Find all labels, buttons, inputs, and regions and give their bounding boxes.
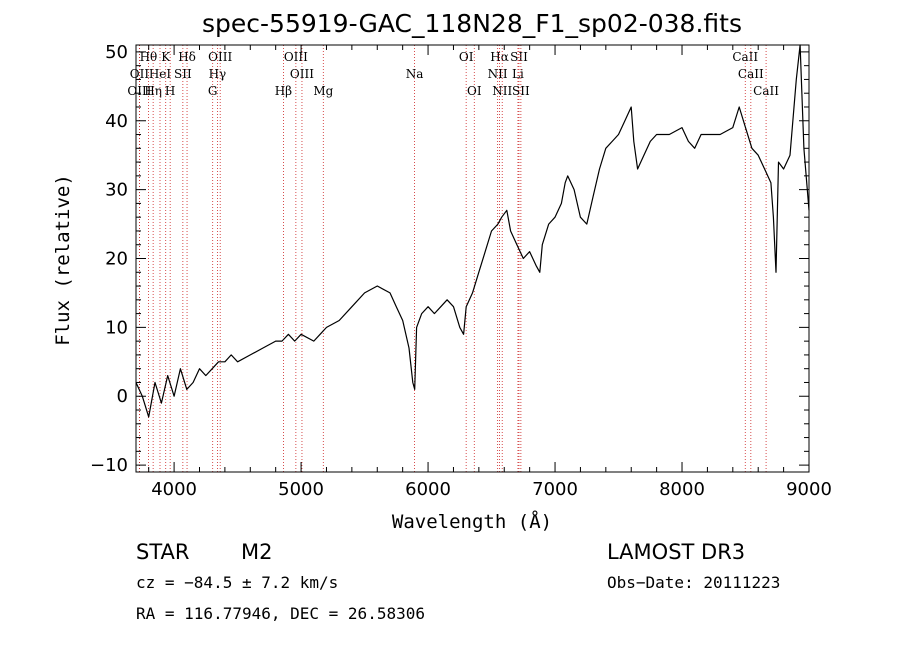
spectral-line-label: Hα [490,50,509,64]
spectral-line-label: OI [467,84,482,98]
spectral-line-label: OIII [284,50,308,64]
spectral-line-label: CaII [732,50,758,64]
spectral-line-label: CaII [753,84,779,98]
spectral-line-label: OIII [208,50,232,64]
spectral-line-label: K [161,50,171,64]
spectral-line-label: Mg [313,84,333,98]
coordinates: RA = 116.77946, DEC = 26.58306 [136,604,425,623]
spectral-line-label: CaII [738,67,764,81]
flux-line [135,44,810,418]
y-tick-label: 50 [105,42,128,63]
axis-ticks: 4000 5000 6000 7000 8000 9000 −10 0 10 20 30 40 50 [90,42,832,500]
y-tick-label: −10 [90,455,128,476]
spectral-line-label: Hβ [275,84,292,98]
spectral-line-label: H [165,84,175,98]
spectral-line-label: G [208,84,218,98]
spectral-line-label: OIII [290,67,314,81]
spectral-line-label: Li [512,67,524,81]
spectral-line-label: Hδ [178,50,196,64]
spectral-line-label: NII [488,67,508,81]
spectral-line-label: OIII [127,84,151,98]
x-tick-label: 6000 [405,479,451,500]
spectral-line-label: OII [130,67,150,81]
redshift-info: cz = −84.5 ± 7.2 km/s [136,573,338,592]
y-tick-label: 20 [105,249,128,270]
spectral-line-label: Hη [144,84,162,98]
spectral-line-label: SII [174,67,192,81]
x-tick-label: 9000 [786,479,832,500]
spectral-line-label: SII [510,50,528,64]
x-axis-label: Wavelength (Å) [392,510,552,533]
chart-title: spec-55919-GAC_118N28_F1_sp02-038.fits [202,9,742,38]
flux-series [135,44,810,418]
x-tick-label: 8000 [659,479,705,500]
spectral-line-label: Na [406,67,424,81]
x-tick-label: 5000 [278,479,324,500]
obs-date: Obs−Date: 20111223 [607,573,780,592]
object-subclass: M2 [241,540,272,564]
spectral-line-label: NII [492,84,512,98]
survey-name: LAMOST DR3 [607,540,745,564]
spectral-line-label: OI [459,50,474,64]
x-tick-label: 7000 [532,479,578,500]
y-tick-label: 10 [105,317,128,338]
y-tick-label: 30 [105,180,128,201]
spectral-line-label: Hγ [209,67,227,81]
spectral-line-label: SII [512,84,530,98]
object-class: STAR [136,540,189,564]
x-tick-label: 4000 [151,479,197,500]
spectral-line-label: HeI [149,67,172,81]
y-tick-label: 40 [105,111,128,132]
plot-frame [135,44,810,473]
y-tick-label: 0 [117,386,128,407]
y-axis-label: Flux (relative) [52,174,74,346]
